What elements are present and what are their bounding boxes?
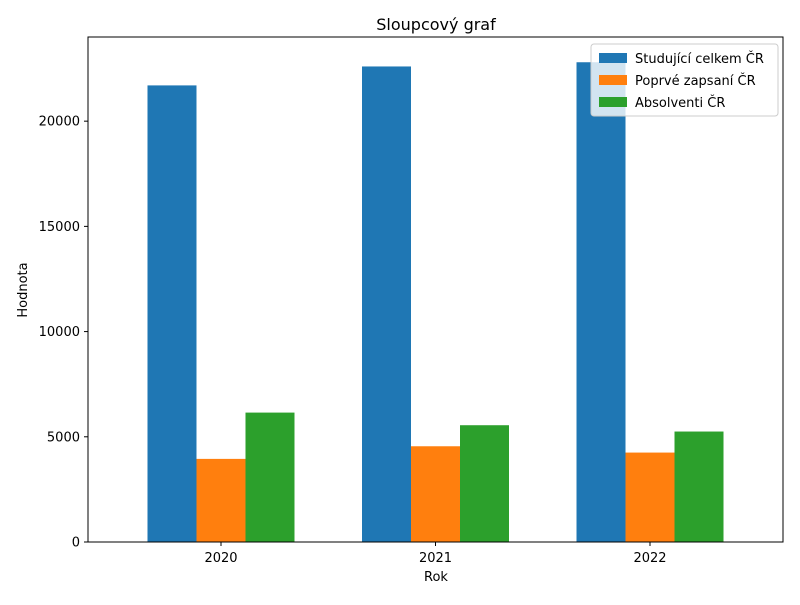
chart-title: Sloupcový graf — [376, 15, 496, 34]
legend-label-1: Studující celkem ČR — [635, 51, 764, 67]
y-tick-label: 5000 — [47, 430, 80, 445]
y-tick-label: 0 — [72, 536, 80, 551]
legend-swatch-1 — [599, 53, 627, 63]
x-tick-label: 2022 — [633, 551, 666, 566]
legend-label-3: Absolventi ČR — [635, 95, 725, 111]
bar-2020-series-1 — [147, 85, 197, 542]
bar-2020-series-2 — [196, 458, 246, 542]
legend-swatch-2 — [599, 75, 627, 85]
y-tick-label: 10000 — [39, 325, 80, 340]
bar-2022-series-2 — [625, 452, 675, 542]
x-axis: 2020 2021 2022 — [204, 542, 667, 566]
bar-2022-series-1 — [576, 62, 626, 542]
bar-2021-series-2 — [411, 446, 460, 542]
x-tick-label: 2020 — [204, 551, 237, 566]
bar-2021-series-1 — [362, 66, 411, 542]
y-axis: 0 5000 10000 15000 20000 — [39, 115, 88, 551]
bar-2021-series-3 — [460, 425, 509, 542]
legend-swatch-3 — [599, 97, 627, 107]
legend-label-2: Poprvé zapsaní ČR — [635, 73, 756, 89]
y-tick-label: 20000 — [39, 115, 80, 130]
y-axis-label: Hodnota — [16, 262, 31, 317]
bar-2022-series-3 — [674, 431, 724, 542]
x-tick-label: 2021 — [419, 551, 452, 566]
bars-group — [147, 62, 724, 542]
y-tick-label: 15000 — [39, 220, 80, 235]
bar-2020-series-3 — [245, 412, 295, 542]
legend-box — [590, 43, 779, 117]
x-axis-label: Rok — [424, 570, 448, 585]
legend: Studující celkem ČR Poprvé zapsaní ČR Abso… — [590, 43, 779, 117]
